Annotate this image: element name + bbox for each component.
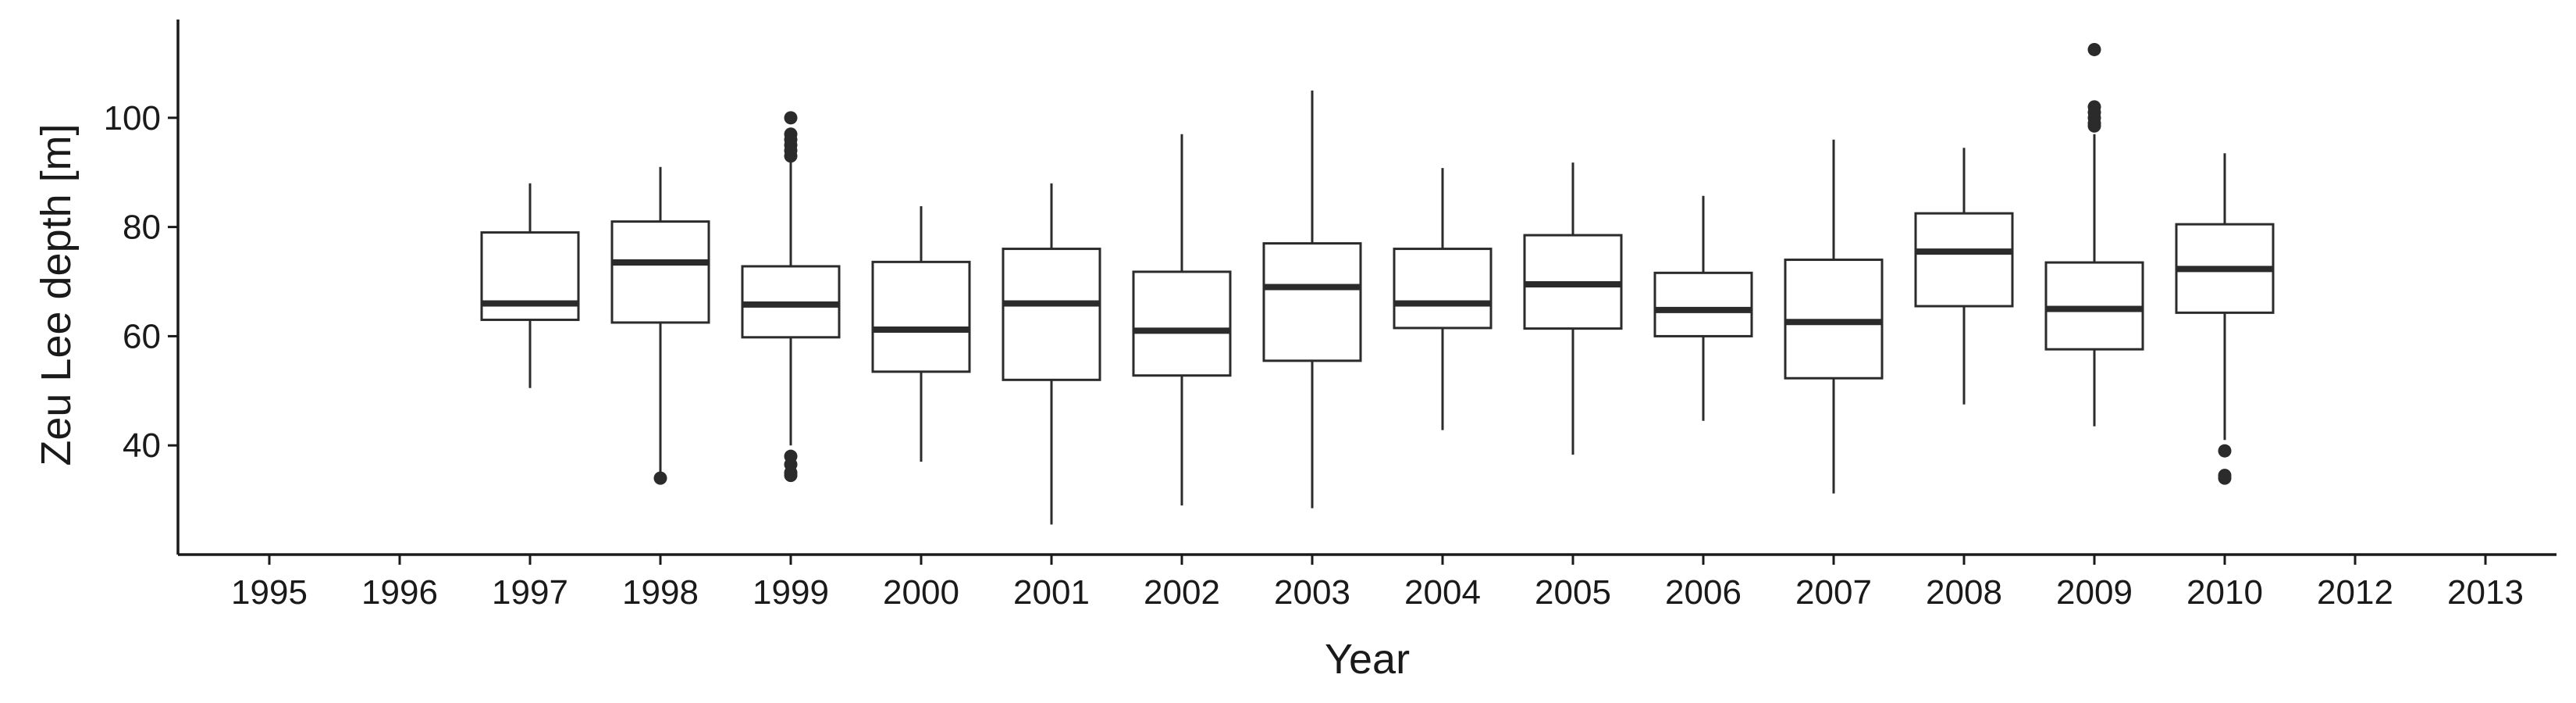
box-1998 — [610, 166, 710, 485]
box-2007 — [1784, 139, 1884, 494]
x-tick-label: 2002 — [1144, 573, 1220, 612]
axes-layer — [176, 20, 2556, 556]
x-ticks: 1995 1996 1997 1998 1999 2000 2001 2002 2003 2004… — [231, 555, 2524, 612]
outlier-point — [784, 469, 798, 483]
boxes-layer — [480, 42, 2275, 525]
iqr-box — [1002, 248, 1101, 381]
iqr-box — [1132, 270, 1232, 377]
iqr-box — [1262, 242, 1362, 362]
x-tick-label: 1999 — [753, 573, 829, 612]
x-tick-label: 1998 — [622, 573, 699, 612]
iqr-box — [610, 220, 710, 324]
outlier-point — [653, 471, 667, 485]
box-2004 — [1393, 168, 1493, 430]
outlier-point — [784, 149, 798, 163]
box-2006 — [1653, 195, 1753, 421]
x-tick-label: 2004 — [1404, 573, 1481, 612]
iqr-box — [1914, 212, 2014, 308]
box-2000 — [871, 206, 971, 462]
x-tick-label: 2005 — [1535, 573, 1611, 612]
iqr-box — [871, 260, 971, 373]
x-tick-label: 2009 — [2056, 573, 2133, 612]
x-tick-label: 2010 — [2186, 573, 2263, 612]
box-2008 — [1914, 148, 2014, 405]
box-2009 — [2044, 42, 2144, 426]
outlier-point — [2218, 471, 2232, 485]
x-tick-label: 2013 — [2447, 573, 2524, 612]
outlier-point — [2087, 42, 2101, 56]
x-axis-title: Year — [1325, 636, 1410, 683]
x-tick-label: 2006 — [1665, 573, 1742, 612]
box-2003 — [1262, 90, 1362, 509]
iqr-box — [1393, 248, 1493, 330]
y-axis-title: Zeu Lee depth [m] — [33, 123, 80, 466]
box-2002 — [1132, 134, 1232, 506]
x-tick-label: 1995 — [231, 573, 308, 612]
x-tick-label: 2000 — [883, 573, 959, 612]
iqr-box — [1653, 271, 1753, 337]
box-1999 — [741, 111, 841, 483]
x-tick-label: 2003 — [1274, 573, 1350, 612]
outlier-point — [784, 111, 798, 125]
y-tick-label: 80 — [123, 209, 161, 247]
y-tick-label: 100 — [104, 99, 161, 137]
outlier-point — [2218, 444, 2232, 458]
outlier-point — [2087, 119, 2101, 133]
x-tick-label: 2008 — [1926, 573, 2002, 612]
x-tick-label: 2012 — [2317, 573, 2393, 612]
box-2010 — [2175, 153, 2275, 485]
x-tick-label: 2007 — [1795, 573, 1872, 612]
x-tick-label: 1996 — [361, 573, 438, 612]
y-tick-label: 40 — [123, 426, 161, 465]
y-ticks: 40 60 80 100 — [104, 99, 178, 465]
box-1997 — [480, 183, 580, 388]
y-tick-label: 60 — [123, 317, 161, 355]
iqr-box — [480, 231, 580, 321]
box-2001 — [1002, 183, 1101, 525]
x-tick-label: 2001 — [1013, 573, 1090, 612]
box-2005 — [1523, 162, 1623, 455]
x-tick-label: 1997 — [492, 573, 568, 612]
